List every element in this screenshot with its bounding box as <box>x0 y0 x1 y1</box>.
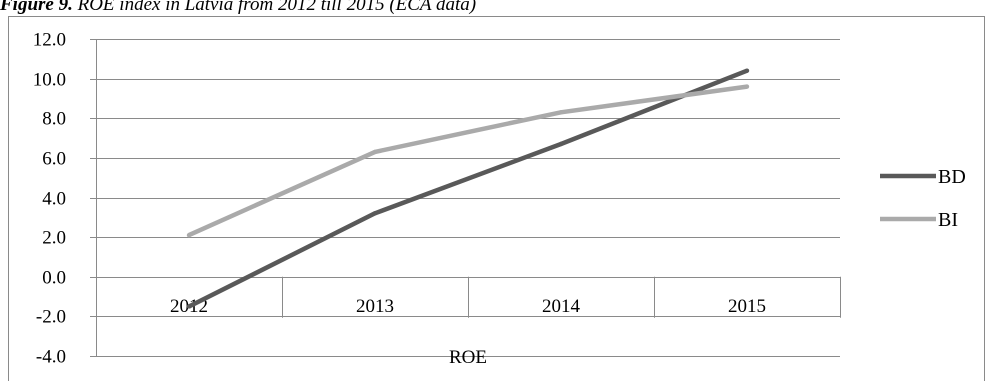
figure-caption: Figure 9. ROE index in Latvia from 2012 … <box>0 0 476 16</box>
series-lines <box>186 68 750 309</box>
y-tick-label: 2.0 <box>42 228 66 249</box>
y-tick-label: 8.0 <box>42 109 66 130</box>
legend: BD BI <box>880 166 966 231</box>
series-line-bi <box>188 84 748 238</box>
y-tick-label: -4.0 <box>36 347 66 368</box>
x-axis-title: ROE <box>449 347 487 368</box>
y-tick-label: 6.0 <box>42 149 66 170</box>
data-point <box>744 84 750 89</box>
legend-label: BI <box>938 209 958 231</box>
x-tick-label: 2014 <box>542 296 581 317</box>
legend-label: BD <box>938 166 966 188</box>
chart-frame <box>8 16 985 381</box>
y-tick-label: 12.0 <box>33 30 66 51</box>
data-point <box>372 149 378 155</box>
data-point <box>186 304 192 309</box>
data-point <box>186 232 192 238</box>
data-point <box>558 110 564 115</box>
data-point <box>372 211 378 216</box>
y-tick-label: 10.0 <box>33 70 66 91</box>
gridlines <box>96 39 840 357</box>
x-tick-label: 2013 <box>356 296 394 317</box>
data-point <box>744 68 750 73</box>
figure-title: ROE index in Latvia from 2012 till 2015 … <box>77 0 477 15</box>
x-tick-label: 2015 <box>728 296 766 317</box>
y-axis-ticks: -4.0 -2.0 0.0 2.0 4.0 6.0 8.0 10.0 12.0 <box>33 30 96 368</box>
y-tick-label: -2.0 <box>36 307 66 328</box>
data-point <box>558 141 564 147</box>
figure-label: Figure 9. <box>0 0 73 15</box>
y-tick-label: 4.0 <box>42 189 66 210</box>
y-tick-label: 0.0 <box>42 268 66 289</box>
series-line-bd <box>187 68 748 309</box>
